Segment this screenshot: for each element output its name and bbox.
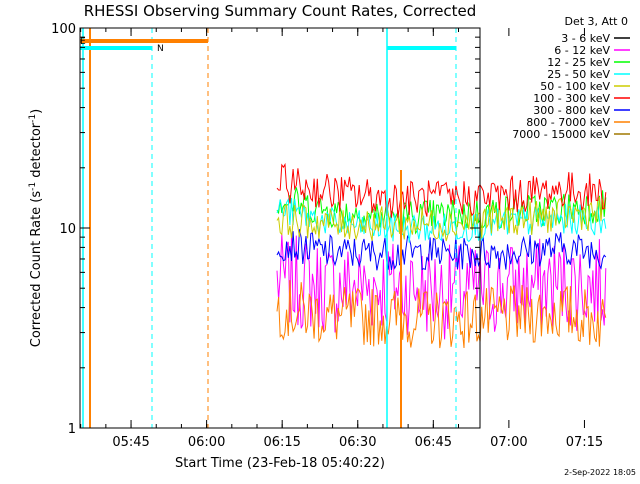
x-tick-label: 06:30 — [339, 435, 376, 450]
series-line — [276, 162, 607, 218]
series-line — [276, 229, 607, 271]
series-line — [276, 280, 607, 349]
y-axis-label-end: ) — [29, 109, 44, 114]
y-axis-label: Corrected Count Rate (s-1 detector-1) — [28, 109, 44, 347]
legend-label: 12 - 25 keV — [547, 56, 610, 69]
y-tick-label: 100 — [51, 22, 76, 37]
legend-label: 6 - 12 keV — [554, 44, 610, 57]
flag-label: N — [157, 44, 164, 54]
series-line — [276, 187, 607, 235]
flag-label: E — [80, 37, 86, 47]
x-tick-label: 06:45 — [415, 435, 452, 450]
series-line — [276, 234, 607, 340]
x-axis-label: Start Time (23-Feb-18 05:40:22) — [175, 456, 385, 471]
legend-label: 7000 - 15000 keV — [512, 128, 610, 141]
y-tick-label: 10 — [59, 222, 76, 237]
x-tick-label: 07:00 — [490, 435, 527, 450]
x-axis: 05:45 06:00 06:15 06:30 06:45 07:00 07:15 — [80, 28, 603, 450]
legend-label: 3 - 6 keV — [561, 32, 610, 45]
y-axis-label-exp-2: -1 — [28, 114, 38, 123]
legend-header: Det 3, Att 0 — [565, 15, 629, 28]
x-tick-label: 06:15 — [263, 435, 300, 450]
series-line — [276, 197, 606, 242]
y-axis-label-exp-1: -1 — [28, 182, 38, 191]
legend-label: 800 - 7000 keV — [526, 116, 610, 129]
x-tick-label: 05:45 — [112, 435, 149, 450]
x-tick-label: 07:15 — [566, 435, 603, 450]
y-tick-label: 1 — [68, 422, 76, 437]
series-line — [276, 197, 607, 243]
y-axis: 1 10 100 — [51, 22, 480, 437]
data-layer — [276, 162, 607, 349]
y-axis-label-base: Corrected Count Rate (s — [29, 191, 44, 348]
legend-label: 50 - 100 keV — [540, 80, 610, 93]
y-axis-label-mid: detector — [29, 122, 44, 182]
x-tick-label: 06:00 — [188, 435, 225, 450]
legend-label: 25 - 50 keV — [547, 68, 610, 81]
chart-title: RHESSI Observing Summary Count Rates, Co… — [84, 2, 477, 20]
date-stamp: 2-Sep-2022 18:05 — [564, 468, 636, 477]
legend-label: 300 - 800 keV — [533, 104, 610, 117]
legend-label: 100 - 300 keV — [533, 92, 610, 105]
